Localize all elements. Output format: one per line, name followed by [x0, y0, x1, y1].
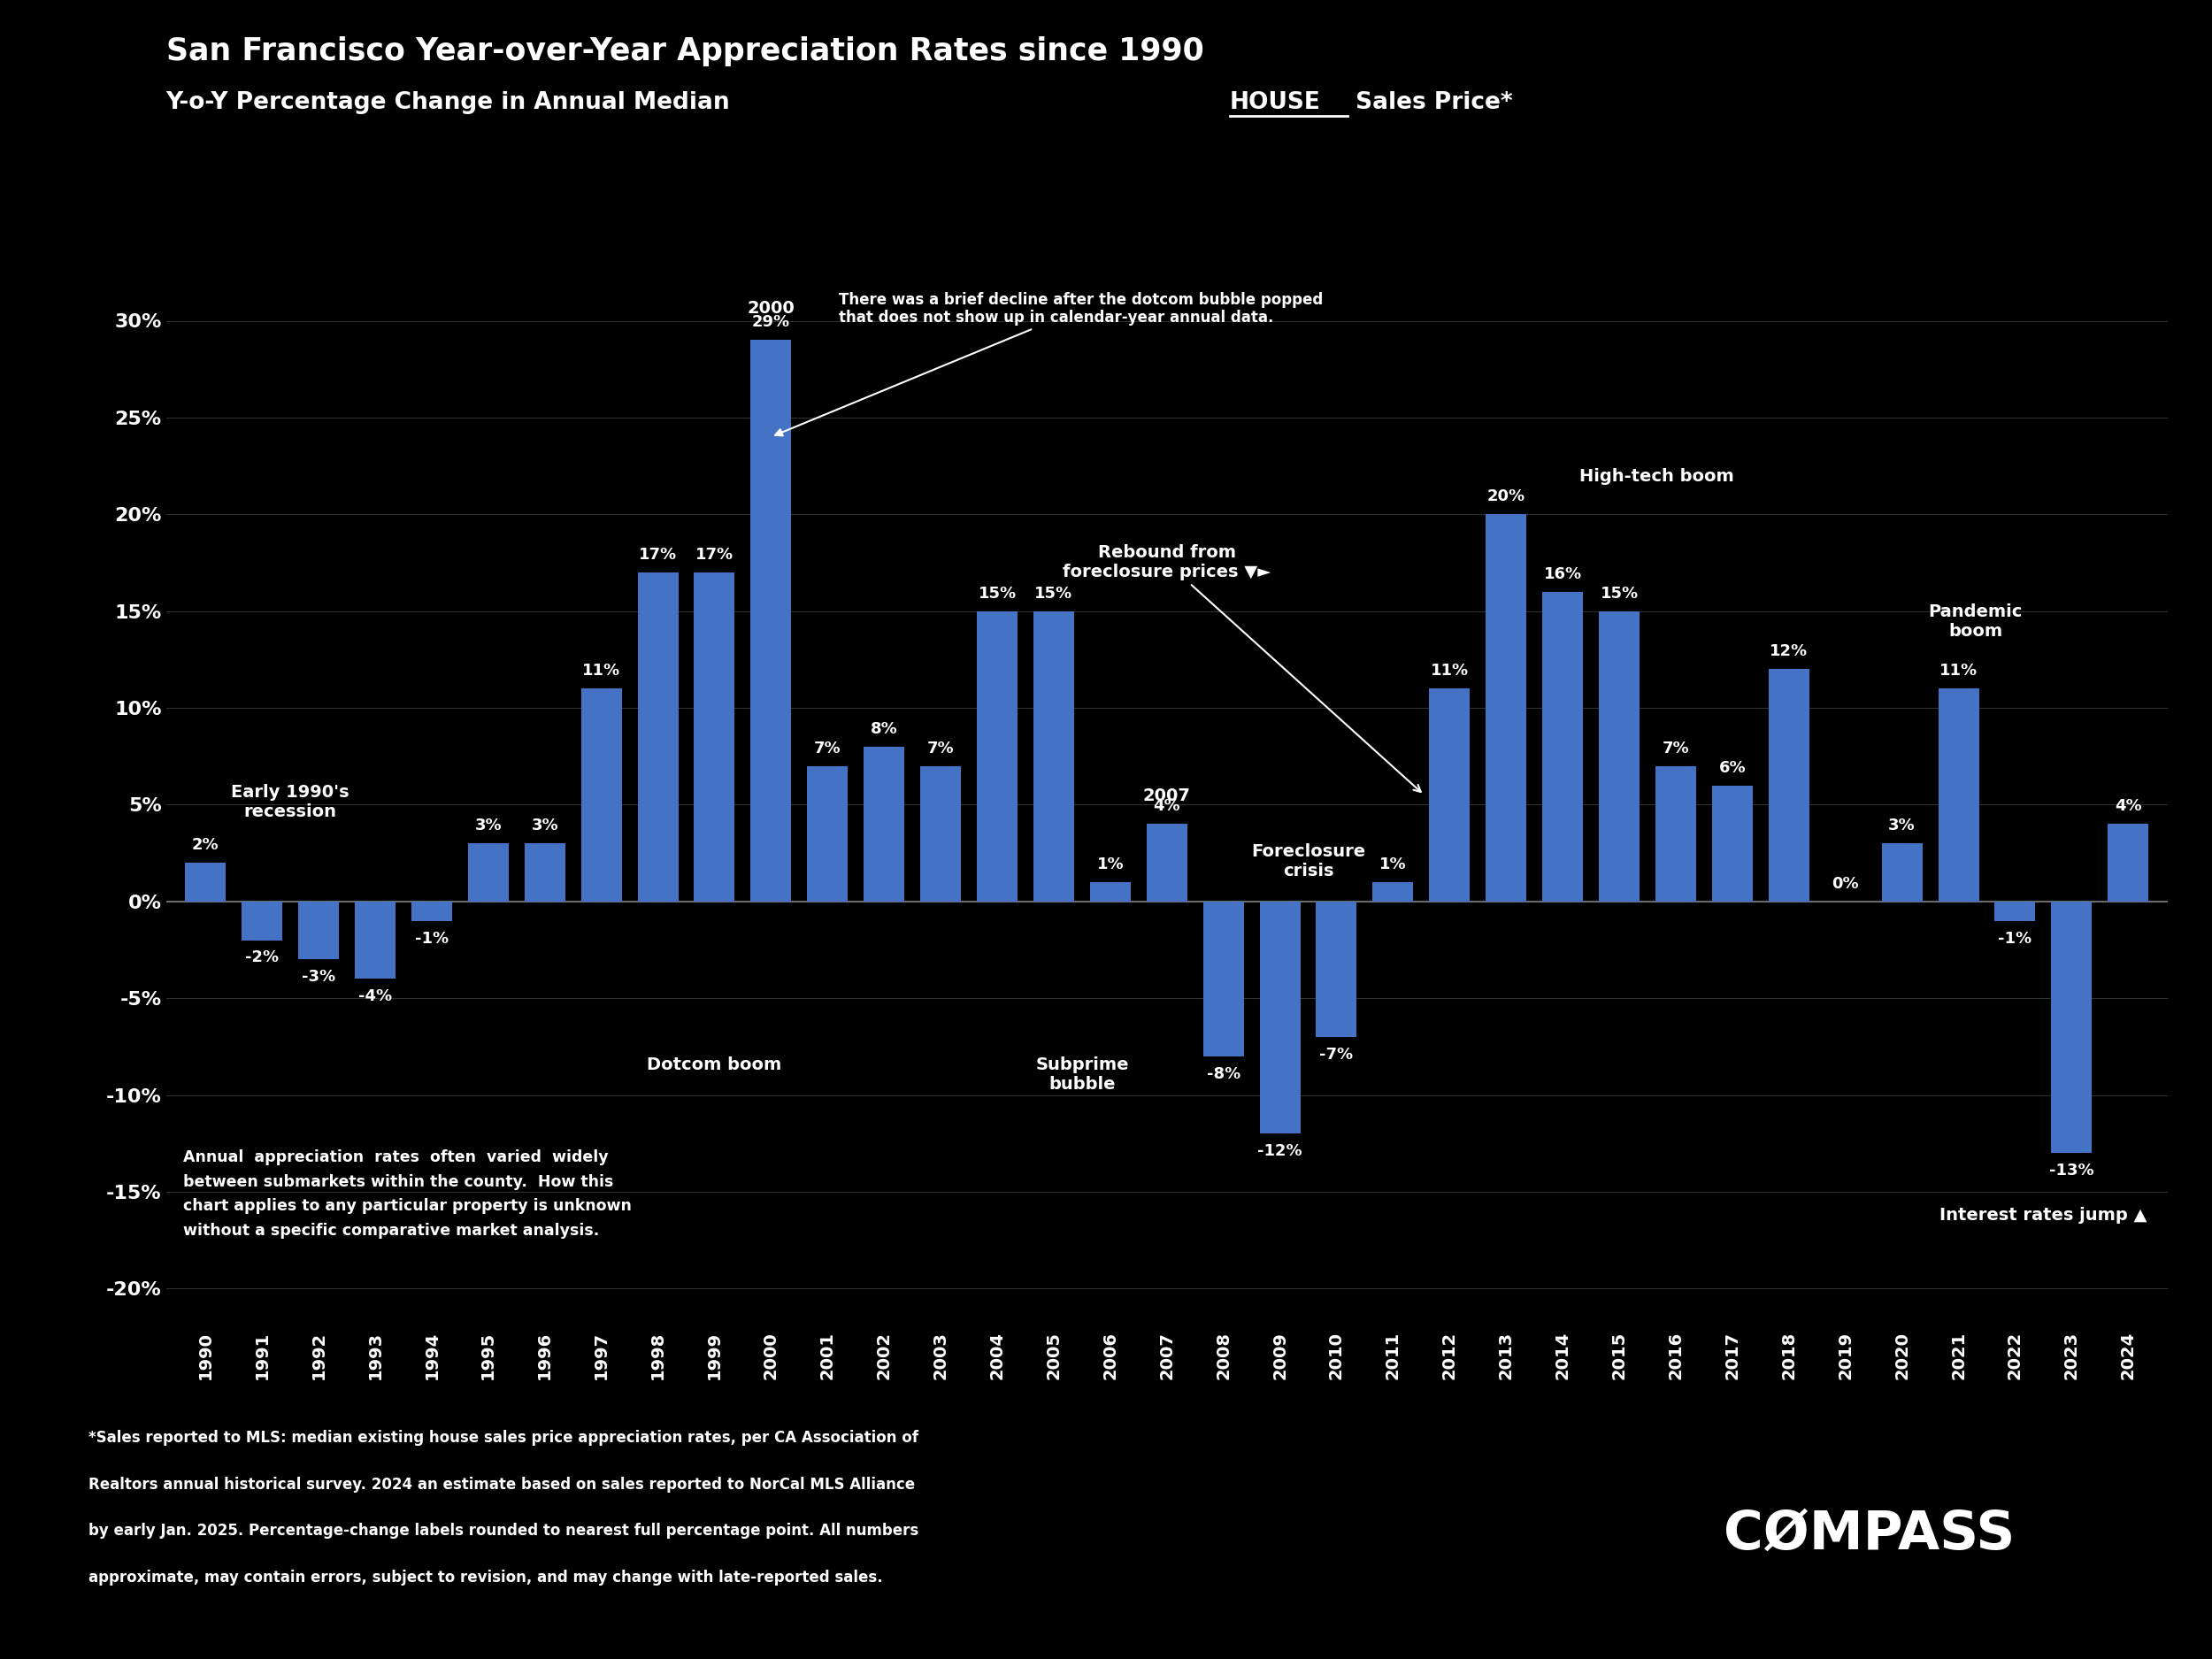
Bar	[978, 611, 1018, 901]
Text: 29%: 29%	[752, 315, 790, 330]
Text: -7%: -7%	[1321, 1047, 1354, 1062]
Text: 11%: 11%	[1940, 664, 1978, 679]
Text: San Francisco Year-over-Year Appreciation Rates since 1990: San Francisco Year-over-Year Appreciatio…	[166, 36, 1203, 66]
Bar	[1712, 785, 1752, 901]
Text: -1%: -1%	[416, 931, 449, 946]
Text: 7%: 7%	[1661, 740, 1690, 757]
Bar	[1033, 611, 1075, 901]
Text: 17%: 17%	[695, 547, 734, 562]
Bar	[1542, 592, 1584, 901]
Text: -12%: -12%	[1259, 1143, 1303, 1160]
Bar	[1091, 883, 1130, 901]
Bar	[1882, 843, 1922, 901]
Text: -1%: -1%	[1997, 931, 2033, 946]
Text: 8%: 8%	[872, 722, 898, 737]
Bar	[469, 843, 509, 901]
Bar	[637, 572, 679, 901]
Text: Realtors annual historical survey. 2024 an estimate based on sales reported to N: Realtors annual historical survey. 2024 …	[88, 1477, 916, 1493]
Bar	[1259, 901, 1301, 1133]
Bar	[2108, 825, 2148, 901]
Text: High-tech boom: High-tech boom	[1579, 468, 1734, 484]
Bar	[1316, 901, 1356, 1037]
Text: 17%: 17%	[639, 547, 677, 562]
Bar	[2051, 901, 2093, 1153]
Text: 15%: 15%	[1035, 586, 1073, 601]
Text: 4%: 4%	[2115, 798, 2141, 815]
Text: 20%: 20%	[1486, 489, 1526, 504]
Bar	[1429, 688, 1471, 901]
Bar	[1203, 901, 1243, 1057]
Bar	[750, 340, 792, 901]
Bar	[1486, 514, 1526, 901]
Text: 12%: 12%	[1770, 644, 1807, 659]
Text: Foreclosure
crisis: Foreclosure crisis	[1252, 843, 1365, 879]
Text: Sales Price*: Sales Price*	[1347, 91, 1513, 114]
Text: -13%: -13%	[2048, 1163, 2095, 1178]
Text: Subprime
bubble: Subprime bubble	[1035, 1057, 1128, 1093]
Text: 6%: 6%	[1719, 760, 1745, 776]
Text: 0%: 0%	[1832, 876, 1858, 893]
Text: 3%: 3%	[1889, 818, 1916, 833]
Bar	[695, 572, 734, 901]
Text: -2%: -2%	[246, 949, 279, 966]
Bar	[354, 901, 396, 979]
Text: Y-o-Y Percentage Change in Annual Median: Y-o-Y Percentage Change in Annual Median	[166, 91, 739, 114]
Bar	[1655, 766, 1697, 901]
Bar	[1374, 883, 1413, 901]
Text: 1%: 1%	[1097, 856, 1124, 873]
Text: Interest rates jump ▲: Interest rates jump ▲	[1940, 1208, 2148, 1224]
Text: HOUSE: HOUSE	[1230, 91, 1321, 114]
Text: 16%: 16%	[1544, 566, 1582, 582]
Text: 2007: 2007	[1144, 788, 1190, 805]
Text: -4%: -4%	[358, 989, 392, 1004]
Bar	[524, 843, 564, 901]
Text: There was a brief decline after the dotcom bubble popped
that does not show up i: There was a brief decline after the dotc…	[774, 292, 1323, 436]
Text: 2%: 2%	[192, 838, 219, 853]
Bar	[299, 901, 338, 959]
Text: by early Jan. 2025. Percentage-change labels rounded to nearest full percentage : by early Jan. 2025. Percentage-change la…	[88, 1523, 918, 1540]
Text: Dotcom boom: Dotcom boom	[648, 1057, 781, 1073]
Bar	[411, 901, 451, 921]
Text: 15%: 15%	[1599, 586, 1639, 601]
Text: 11%: 11%	[1431, 664, 1469, 679]
Text: 1%: 1%	[1380, 856, 1407, 873]
Text: CØMPASS: CØMPASS	[1723, 1508, 2015, 1561]
Bar	[241, 901, 283, 941]
Bar	[807, 766, 847, 901]
Bar	[1995, 901, 2035, 921]
Text: 7%: 7%	[927, 740, 953, 757]
Text: 2000: 2000	[748, 300, 794, 317]
Text: Pandemic
boom: Pandemic boom	[1929, 604, 2022, 640]
Text: 4%: 4%	[1152, 798, 1181, 815]
Bar	[1938, 688, 1980, 901]
Text: 3%: 3%	[476, 818, 502, 833]
Text: Annual  appreciation  rates  often  varied  widely
between submarkets within the: Annual appreciation rates often varied w…	[184, 1150, 630, 1239]
Text: Rebound from
foreclosure prices ▼►: Rebound from foreclosure prices ▼►	[1062, 544, 1420, 791]
Text: -3%: -3%	[301, 969, 336, 985]
Bar	[186, 863, 226, 901]
Text: *Sales reported to MLS: median existing house sales price appreciation rates, pe: *Sales reported to MLS: median existing …	[88, 1430, 918, 1447]
Text: Early 1990's
recession: Early 1990's recession	[232, 783, 349, 820]
Bar	[1770, 669, 1809, 901]
Bar	[863, 747, 905, 901]
Text: 3%: 3%	[531, 818, 557, 833]
Bar	[582, 688, 622, 901]
Bar	[1146, 825, 1188, 901]
Text: approximate, may contain errors, subject to revision, and may change with late-r: approximate, may contain errors, subject…	[88, 1569, 883, 1586]
Text: -8%: -8%	[1206, 1065, 1241, 1082]
Text: 15%: 15%	[978, 586, 1015, 601]
Text: 11%: 11%	[582, 664, 619, 679]
Bar	[920, 766, 960, 901]
Bar	[1599, 611, 1639, 901]
Text: 7%: 7%	[814, 740, 841, 757]
